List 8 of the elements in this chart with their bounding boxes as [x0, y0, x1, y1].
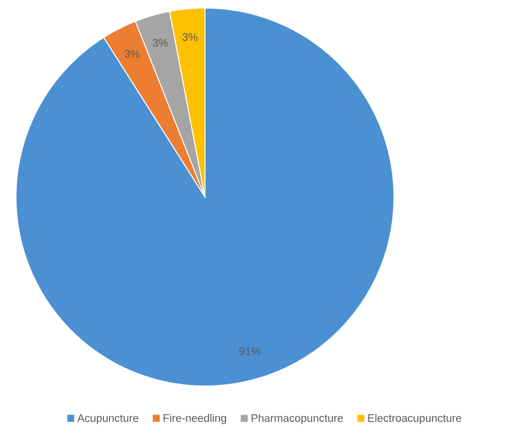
legend-label: Pharmacopuncture	[252, 414, 343, 424]
data-label: 3%	[152, 38, 168, 47]
data-label: 3%	[124, 50, 140, 58]
legend-label: Acupuncture	[77, 414, 138, 424]
legend-label: Fire-needling	[164, 414, 226, 424]
data-label: 3%	[182, 33, 198, 41]
data-label: 91%	[239, 347, 260, 356]
legend-label: Electroacupuncture	[368, 414, 462, 424]
